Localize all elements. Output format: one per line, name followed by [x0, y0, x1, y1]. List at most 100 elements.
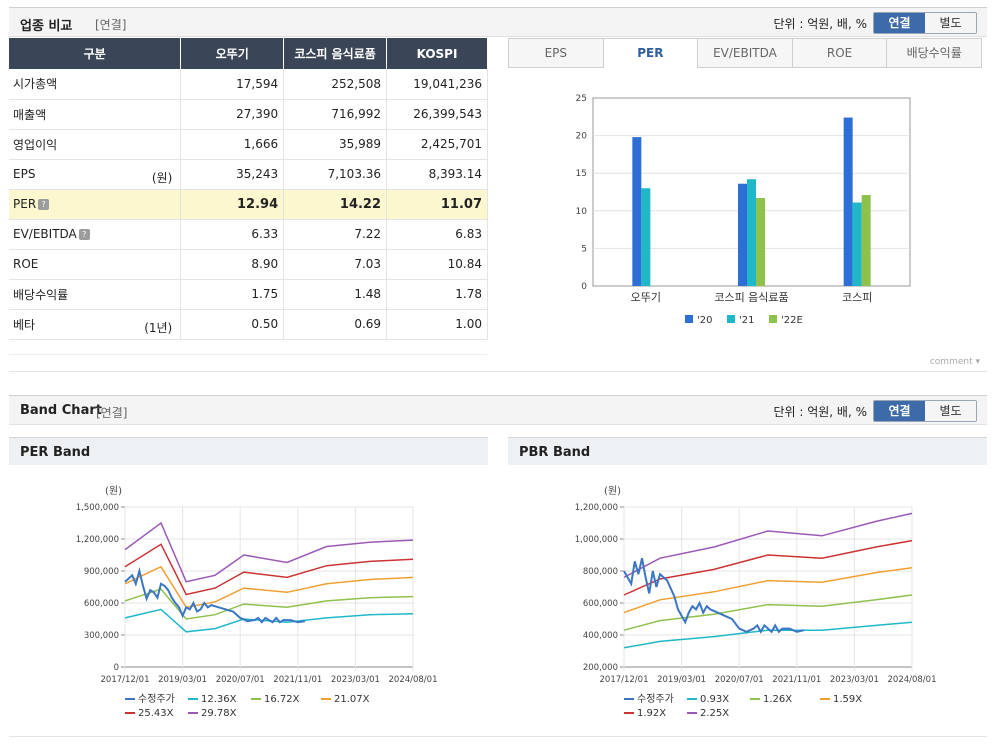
- consolidation-toggle: 연결 별도: [873, 400, 977, 422]
- table-header-cell: 구분: [9, 38, 182, 69]
- table-row: ROE 8.90 7.03 10.84: [9, 249, 488, 280]
- table-cell: 716,992: [283, 99, 388, 130]
- legend-label: '20: [697, 315, 712, 326]
- series-line: [124, 543, 414, 596]
- y-axis-title: (원): [105, 485, 122, 497]
- table-cell: 7.03: [283, 249, 388, 280]
- x-tick-label: 2019/03/01: [657, 675, 706, 685]
- table-cell: 0.50: [180, 309, 285, 340]
- series-line: [124, 521, 414, 583]
- table-row: 배당수익률 1.75 1.48 1.78: [9, 279, 488, 310]
- unit-label: 단위 : 억원, 배, %: [773, 16, 867, 31]
- per-band-chart: (원) 0 300,000 600,000 900,000 1,200,000 1,500,…: [76, 485, 438, 719]
- help-icon[interactable]: ?: [38, 199, 50, 210]
- table-cell: 0.69: [283, 309, 388, 340]
- table-cell: 8,393.14: [386, 159, 488, 190]
- table-header-cell: 오뚜기: [180, 38, 285, 69]
- pbr-band-header: PBR Band: [508, 437, 987, 465]
- x-category-label: 코스피: [842, 291, 872, 304]
- table-row: PER? 12.94 14.22 11.07: [9, 189, 488, 220]
- legend-label: 1.92X: [637, 708, 666, 719]
- table-header-cell: KOSPI: [386, 38, 488, 69]
- table-cell: 12.94: [180, 189, 285, 220]
- y-tick-label: 200,000: [583, 663, 618, 673]
- help-icon[interactable]: ?: [78, 229, 90, 240]
- y-tick-label: 1,000,000: [575, 535, 618, 545]
- series-line: [623, 557, 805, 634]
- row-label: EV/EBITDA?: [9, 219, 182, 250]
- legend-swatch: [769, 315, 777, 323]
- row-label: 시가총액: [9, 69, 182, 100]
- toggle-consolidated-button[interactable]: 연결: [874, 13, 925, 33]
- series-line: [623, 512, 913, 579]
- row-label-text: EV/EBITDA: [13, 227, 77, 241]
- y-tick-label: 300,000: [84, 631, 119, 641]
- legend-label: 16.72X: [264, 694, 300, 705]
- table-cell: 17,594: [180, 69, 285, 100]
- y-tick-label: 25: [576, 94, 587, 104]
- legend-label: 12.36X: [201, 694, 237, 705]
- y-tick-label: 0: [114, 663, 119, 673]
- section-subtitle: [연결]: [96, 406, 128, 420]
- per-bar-chart: 0 5 10 15 20 25 오뚜기 코스피 음식료품 코스피 '20 '21 '22E: [576, 94, 911, 326]
- x-tick-label: 2023/03/01: [331, 675, 380, 685]
- row-label: 베타 (1년): [9, 309, 182, 340]
- table-cell: 14.22: [283, 189, 388, 220]
- legend-swatch: [685, 315, 693, 323]
- table-cell: 1.78: [386, 279, 488, 310]
- table-cell: 11.07: [386, 189, 488, 220]
- x-category-label: 오뚜기: [631, 291, 661, 304]
- legend-label: 1.59X: [833, 694, 862, 705]
- section-header-industry-compare: 업종 비교 [연결] 단위 : 억원, 배, % 연결 별도: [9, 7, 987, 37]
- table-row: 베타 (1년) 0.50 0.69 1.00: [9, 309, 488, 340]
- y-tick-label: 600,000: [84, 599, 119, 609]
- per-band-header: PER Band: [9, 437, 488, 465]
- row-label-text: 배당수익률: [13, 287, 69, 302]
- legend-swatch: [727, 315, 735, 323]
- row-unit-note: (원): [151, 170, 173, 185]
- row-label: 배당수익률: [9, 279, 182, 310]
- legend-label: '22E: [781, 315, 803, 326]
- comment-link[interactable]: comment ▾: [929, 357, 980, 367]
- row-label-text: 시가총액: [13, 77, 58, 92]
- table-cell: 1.75: [180, 279, 285, 310]
- toggle-consolidated-button[interactable]: 연결: [874, 401, 925, 421]
- tab-eps[interactable]: EPS: [508, 38, 604, 68]
- tab-roe[interactable]: ROE: [792, 38, 888, 68]
- y-tick-label: 1,200,000: [76, 535, 119, 545]
- legend-label: '21: [739, 315, 754, 326]
- row-label-text: PER: [13, 197, 37, 211]
- row-label: EPS (원): [9, 159, 182, 190]
- table-cell: 1.00: [386, 309, 488, 340]
- table-cell: 27,390: [180, 99, 285, 130]
- y-tick-label: 600,000: [583, 599, 618, 609]
- y-tick-label: 400,000: [583, 631, 618, 641]
- series-line: [124, 588, 414, 620]
- unit-toggle-group: 단위 : 억원, 배, % 연결 별도: [773, 400, 977, 422]
- divider: [9, 736, 987, 737]
- tab-per[interactable]: PER: [603, 38, 699, 68]
- tab-dividend-yield[interactable]: 배당수익률: [887, 38, 982, 68]
- table-cell: 10.84: [386, 249, 488, 280]
- table-row: 시가총액 17,594 252,508 19,041,236: [9, 69, 488, 100]
- series-line: [623, 539, 913, 596]
- legend-label: 1.26X: [763, 694, 792, 705]
- x-tick-label: 2020/07/01: [715, 675, 764, 685]
- comment-label: comment: [929, 357, 973, 367]
- toggle-separate-button[interactable]: 별도: [925, 13, 976, 33]
- table-cell: 1,666: [180, 129, 285, 160]
- legend-label: 수정주가: [138, 693, 175, 705]
- x-category-label: 코스피 음식료품: [714, 291, 788, 304]
- legend-label: 0.93X: [700, 694, 729, 705]
- bar: [861, 195, 871, 286]
- series-line: [124, 565, 414, 609]
- toggle-separate-button[interactable]: 별도: [925, 401, 976, 421]
- row-label-text: ROE: [13, 257, 39, 271]
- table-row: EV/EBITDA? 6.33 7.22 6.83: [9, 219, 488, 250]
- section-title: Band Chart: [20, 403, 102, 418]
- tab-evebitda[interactable]: EV/EBITDA: [698, 38, 793, 68]
- legend-label: 29.78X: [201, 708, 237, 719]
- pbr-band-title: PBR Band: [519, 445, 591, 460]
- y-tick-label: 10: [576, 207, 588, 217]
- section-subtitle: [연결]: [95, 18, 127, 32]
